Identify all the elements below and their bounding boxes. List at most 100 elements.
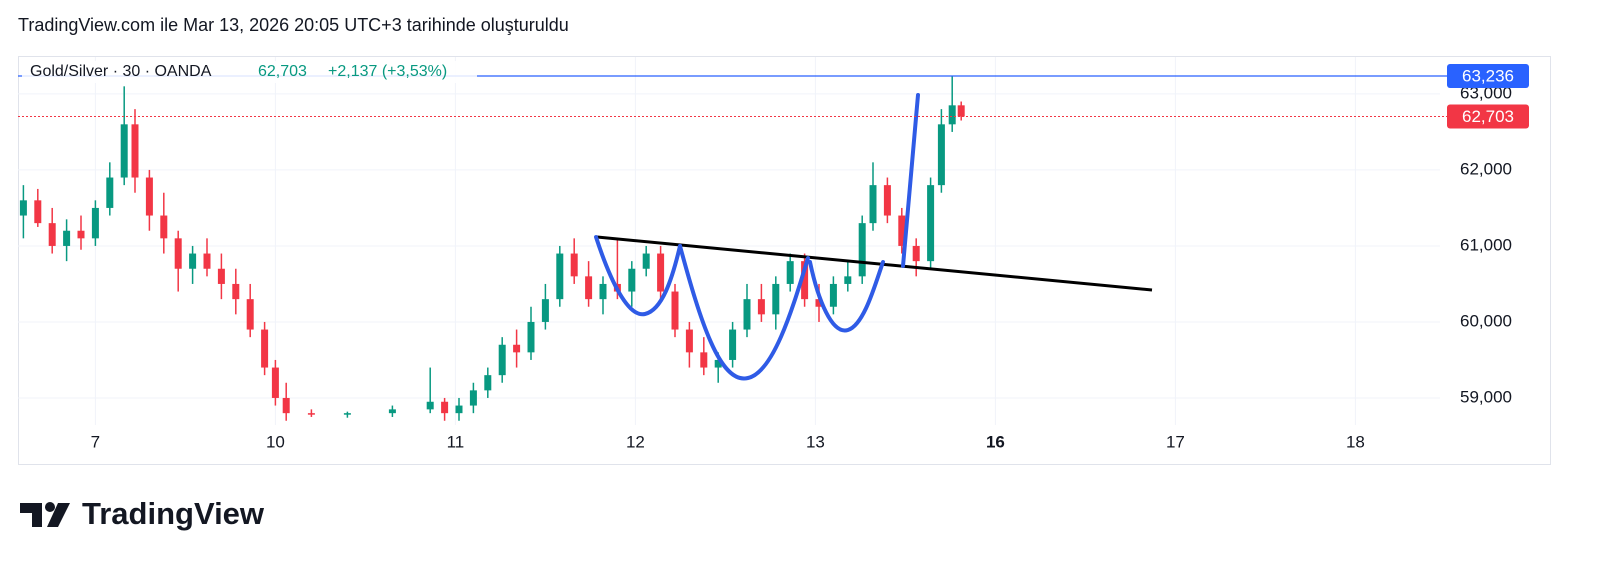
candle-body [757, 299, 765, 315]
candle-body [91, 207, 99, 239]
legend-backdrop [22, 61, 477, 83]
candle-body [801, 261, 809, 300]
price-label-box [1447, 104, 1529, 129]
candle-body [271, 367, 279, 398]
candle-body [786, 261, 794, 284]
candle-body [570, 253, 578, 277]
caption: TradingView.com ile Mar 13, 2026 20:05 U… [18, 15, 569, 35]
x-tick-label: 7 [91, 432, 100, 451]
legend: Gold/Silver · 30 · OANDA 62,703 +2,137 (… [22, 61, 477, 83]
x-tick-label: 16 [986, 432, 1005, 451]
candle-body [217, 268, 225, 284]
neckline-drawing [596, 235, 1153, 292]
candle-body [63, 230, 71, 246]
candle-body [898, 215, 906, 246]
candle-body [388, 409, 396, 414]
x-tick-label: 13 [806, 432, 825, 451]
candle-body [232, 283, 240, 300]
candle-body [700, 352, 708, 368]
x-tick-label: 18 [1346, 432, 1365, 451]
breakout-drawing [901, 93, 920, 268]
candle-body [282, 397, 290, 414]
candle-body [829, 283, 837, 307]
candle-body [527, 321, 535, 353]
price-label-box [1447, 63, 1529, 88]
x-tick-label: 17 [1166, 432, 1185, 451]
logo-dot [45, 502, 55, 512]
brand-logo: TradingView [20, 496, 265, 531]
candle-body [858, 223, 866, 277]
candle-body [343, 413, 351, 415]
y-tick-label: 60,000 [1460, 311, 1512, 330]
candle-layer [19, 75, 965, 421]
candle-body [307, 413, 315, 415]
candle-body [869, 185, 877, 224]
candle-body [455, 405, 463, 414]
right-shoulder-drawing [808, 260, 885, 333]
candle-body [937, 124, 945, 186]
candle-body [685, 329, 693, 353]
candle-body [203, 253, 211, 269]
y-tick-label: 63,000 [1460, 83, 1512, 102]
candle-body [48, 223, 56, 246]
candle-body [77, 230, 85, 239]
candle-body [729, 329, 737, 360]
candle-body [484, 375, 492, 391]
candle-body [541, 299, 549, 322]
candle-body [883, 185, 891, 216]
candle-body [714, 359, 722, 368]
candle-body [441, 401, 449, 414]
candle-body [912, 245, 920, 262]
candle-body [927, 185, 935, 262]
candle-body [174, 238, 182, 269]
candle-body [106, 177, 114, 208]
candle-body [957, 105, 965, 117]
y-tick-label: 59,000 [1460, 387, 1512, 406]
candle-body [189, 253, 197, 269]
y-tick-label: 62,000 [1460, 159, 1512, 178]
axis-layer: 59,000 60,000 61,000 62,000 63,000 7 10 11 12 13 1… [18, 63, 1529, 451]
y-tick-label: 61,000 [1460, 235, 1512, 254]
logo-mark [20, 503, 42, 527]
candle-body [772, 283, 780, 315]
x-tick-label: 10 [266, 432, 285, 451]
head-drawing [678, 244, 810, 381]
candle-body [120, 124, 128, 178]
left-shoulder-drawing [594, 235, 682, 317]
grid-layer [18, 57, 1440, 425]
candle-body [131, 124, 139, 178]
candle-body [815, 299, 823, 307]
logo-slash [47, 503, 70, 527]
candle-body [671, 291, 679, 330]
x-tick-label: 11 [447, 432, 465, 451]
symbol-title: Gold/Silver · 30 · OANDA [30, 63, 212, 80]
candle-body [160, 215, 168, 239]
price-change: +2,137 (+3,53%) [328, 63, 447, 80]
candle-body [585, 276, 593, 300]
candle-body [513, 344, 521, 353]
candle-body [628, 268, 636, 292]
candle-body [426, 401, 434, 410]
last-price: 62,703 [258, 63, 307, 80]
price-label: 62,703 [1462, 107, 1514, 126]
candle-body [34, 200, 42, 224]
candle-body [599, 283, 607, 300]
candle-body [556, 253, 564, 300]
candle-body [19, 200, 27, 216]
candle-body [469, 390, 477, 406]
candle-body [743, 299, 751, 330]
candle-body [145, 177, 153, 216]
candle-body [642, 253, 650, 269]
candle-body [498, 344, 506, 376]
chart-frame [18, 56, 1551, 465]
drawings [594, 93, 1153, 381]
candle-body [246, 299, 254, 330]
x-tick-label: 12 [626, 432, 645, 451]
candle-body [261, 329, 269, 368]
brand-name: TradingView [82, 496, 265, 531]
price-label: 63,236 [1462, 66, 1514, 85]
candle-body [844, 276, 852, 284]
candle-body [948, 105, 956, 125]
